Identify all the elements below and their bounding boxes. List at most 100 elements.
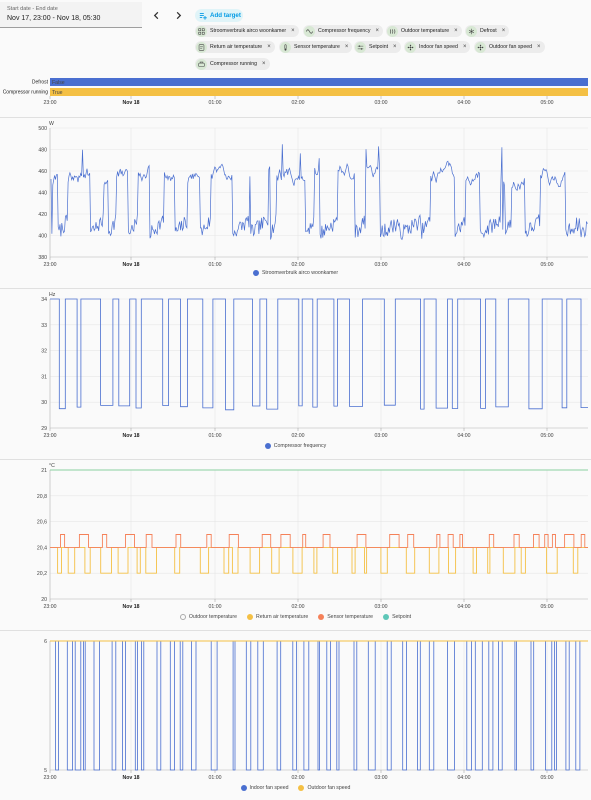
remove-target-icon[interactable]: × (291, 28, 295, 34)
legend-label: Setpoint (392, 614, 412, 620)
target-chip[interactable]: Outdoor fan speed × (474, 41, 545, 53)
target-chip-label: Return air temperature (210, 44, 263, 50)
target-chip[interactable]: Sensor temperature × (279, 41, 353, 53)
fan-icon (405, 41, 416, 53)
legend-swatch (252, 270, 259, 276)
remove-target-icon[interactable]: × (501, 28, 506, 34)
y-tick-label: 6 (44, 639, 47, 645)
add-target-button[interactable]: Add target (195, 9, 243, 22)
y-tick-label: 5 (44, 768, 47, 774)
remove-target-icon[interactable]: × (344, 44, 349, 50)
power-panel: 500 480 460 440 420 400 380 W 23:00 Nov 18 01:00 02… (0, 118, 591, 288)
y-tick-label: 32 (41, 349, 47, 355)
thermometer-icon (280, 41, 291, 53)
legend-label: Compressor frequency (273, 443, 327, 449)
next-period-button[interactable] (171, 8, 185, 22)
previous-period-button[interactable] (149, 8, 163, 22)
y-tick-label: 20,6 (37, 520, 47, 526)
sliders-icon (355, 41, 366, 53)
timeline-bar (50, 78, 588, 86)
thermostat-icon (196, 41, 207, 53)
x-tick-label: 23:00 (44, 100, 57, 106)
target-chip[interactable]: Outdoor temperature × (386, 25, 462, 37)
remove-target-icon[interactable]: × (262, 61, 266, 67)
power-legend: Stroomverbruik airco woonkamer (0, 270, 591, 276)
remove-target-icon[interactable]: × (375, 28, 379, 34)
legend-item[interactable]: Setpoint (383, 614, 411, 620)
fan-chart: 6 523:00 Nov 18 01:00 02:00 03:00 04:00 05:00 (44, 639, 588, 781)
x-tick-label: 03:00 (375, 604, 388, 610)
target-chip-label: Indoor fan speed (419, 44, 458, 50)
y-tick-label: 20,4 (37, 545, 47, 551)
target-chip[interactable]: Stroomverbruik airco woonkamer × (195, 25, 299, 37)
target-chip-label: Compressor frequency (318, 28, 371, 34)
x-tick-label: 05:00 (541, 100, 554, 106)
x-tick-label: 23:00 (44, 262, 57, 268)
legend-label: Indoor fan speed (249, 785, 289, 791)
target-chip[interactable]: Setpoint × (354, 41, 401, 53)
divider (0, 459, 591, 460)
y-tick-label: 440 (38, 191, 47, 197)
target-chip-label: Compressor running (210, 61, 257, 67)
remove-target-icon[interactable]: × (462, 44, 467, 50)
target-chip[interactable]: Return air temperature × (195, 41, 275, 53)
heat-icon (387, 25, 398, 37)
x-tick-label: 01:00 (209, 604, 222, 610)
x-tick-label: 05:00 (541, 262, 554, 268)
target-chip-label: Defrost (480, 28, 497, 34)
date-range-picker[interactable]: Start date - End date Nov 17, 23:00 - No… (0, 2, 142, 28)
fan-panel: 6 5 23:00 Nov 18 01:00 02:00 03:00 04:00 05:00 I… (0, 631, 591, 800)
legend-item[interactable]: Compressor frequency (264, 443, 327, 449)
x-tick-label: Nov 18 (122, 604, 139, 610)
remove-target-icon[interactable]: × (454, 28, 458, 34)
legend-item[interactable]: Return air temperature (247, 614, 308, 620)
x-tick-label: 03:00 (375, 775, 388, 781)
y-unit-label: W (49, 121, 54, 127)
remove-target-icon[interactable]: × (536, 44, 541, 50)
target-chip[interactable]: Defrost × (465, 25, 510, 37)
power-series-line (50, 144, 588, 241)
fan-legend: Indoor fan speed Outdoor fan speed (0, 785, 591, 791)
fan-icon (475, 41, 486, 53)
legend-item[interactable]: Sensor temperature (318, 614, 373, 620)
divider (0, 288, 591, 289)
divider (0, 117, 591, 118)
timeline-state: True (52, 90, 63, 96)
legend-swatch (298, 785, 305, 791)
x-tick-label: 03:00 (375, 433, 388, 439)
x-tick-label: 02:00 (292, 262, 305, 268)
timeline-row-label: Defrost (32, 80, 49, 86)
y-unit-label: °C (49, 463, 55, 469)
x-tick-label: 04:00 (458, 262, 471, 268)
target-chip[interactable]: Indoor fan speed × (404, 41, 471, 53)
x-tick-label: 23:00 (44, 433, 57, 439)
legend-item[interactable]: Outdoor temperature (179, 614, 237, 620)
timeline-panel: Defrost False Compressor running True 23:00 N… (0, 74, 591, 112)
legend-swatch (247, 614, 254, 620)
legend-item[interactable]: Indoor fan speed (240, 785, 289, 791)
add-target-label: Add target (210, 12, 241, 19)
y-tick-label: 500 (38, 126, 47, 132)
y-tick-label: 21 (41, 468, 47, 474)
frequency-legend: Compressor frequency (0, 443, 591, 449)
legend-swatch (383, 614, 390, 620)
power-chart: 500 480 460 440 420 400 380 W 23:00 Nov 18 01:00 02… (38, 121, 588, 268)
frequency-series-line (50, 298, 588, 411)
x-tick-label: Nov 18 (122, 262, 139, 268)
y-tick-label: 460 (38, 169, 47, 175)
legend-item[interactable]: Stroomverbruik airco woonkamer (252, 270, 338, 276)
frequency-chart: 34 33 32 31 30 29 Hz 23:00 Nov 18 01:00 02:00 03:00… (41, 292, 588, 439)
sensor-series-line (50, 534, 588, 548)
remove-target-icon[interactable]: × (393, 44, 397, 50)
divider (0, 630, 591, 631)
remove-target-icon[interactable]: × (267, 44, 271, 50)
target-chip[interactable]: Compressor frequency × (303, 25, 383, 37)
legend-item[interactable]: Outdoor fan speed (298, 785, 350, 791)
y-tick-label: 30 (41, 400, 47, 406)
x-tick-label: 02:00 (292, 775, 305, 781)
date-range-value: Nov 17, 23:00 - Nov 18, 05:30 (7, 15, 101, 22)
x-tick-label: 01:00 (209, 100, 222, 106)
target-chip[interactable]: Compressor running × (195, 58, 270, 70)
temperature-panel: 21 20,8 20,6 20,4 20,2 20 °C 23:00 Nov 18 01:00 02… (0, 460, 591, 630)
x-tick-label: 05:00 (541, 604, 554, 610)
